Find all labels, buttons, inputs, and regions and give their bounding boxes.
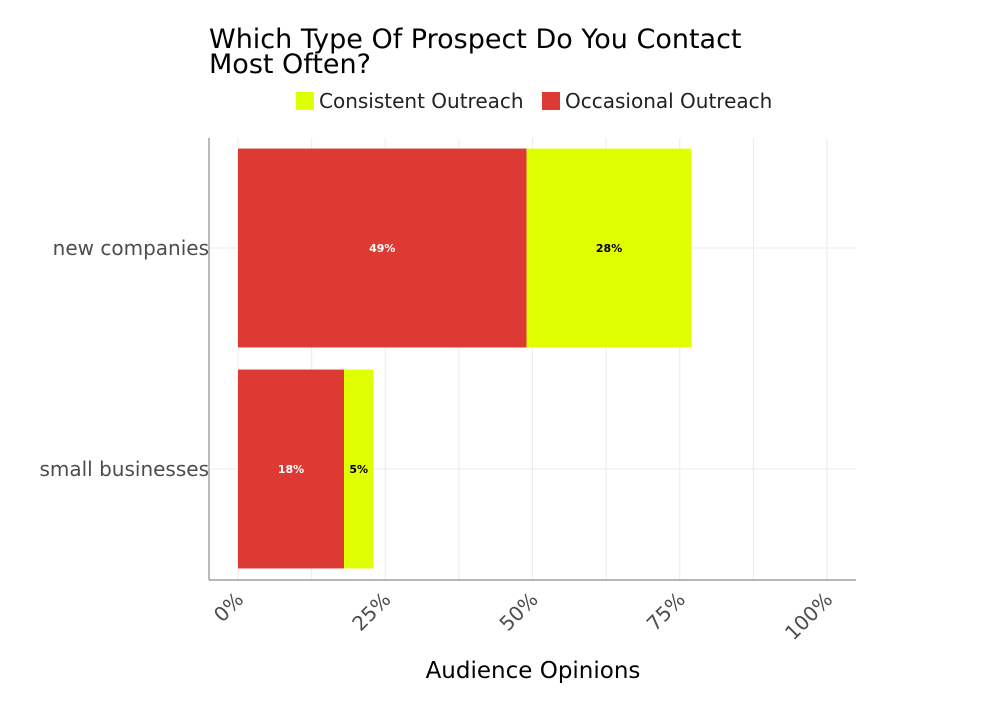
- bar-small-businesses-occasional-outreach: [238, 369, 345, 569]
- bar-label-small-businesses-0: 18%: [278, 463, 304, 476]
- x-tick-label-2: 50%: [494, 587, 542, 635]
- bar-label-small-businesses-1: 5%: [349, 463, 368, 476]
- bars: [238, 148, 692, 569]
- legend-swatch-consistent: [296, 92, 314, 110]
- category-label-1: small businesses: [39, 457, 209, 481]
- bar-new-companies-consistent-outreach: [526, 148, 692, 348]
- legend-swatch-occasional: [542, 92, 560, 110]
- bar-new-companies-occasional-outreach: [238, 148, 527, 348]
- x-tick-label-0: 0%: [209, 587, 248, 626]
- bar-label-new-companies-1: 28%: [596, 242, 622, 255]
- legend-label-occasional: Occasional Outreach: [565, 89, 772, 113]
- x-tick-label-1: 25%: [347, 587, 395, 635]
- bar-label-new-companies-0: 49%: [369, 242, 395, 255]
- legend: Consistent Outreach Occasional Outreach: [296, 89, 772, 113]
- x-axis-title: Audience Opinions: [426, 658, 641, 684]
- legend-label-consistent: Consistent Outreach: [319, 89, 524, 113]
- bar-labels: 49% 28% 18% 5%: [278, 242, 622, 476]
- x-tick-labels: 0% 25% 50% 75% 100%: [209, 587, 837, 644]
- x-tick-label-4: 100%: [780, 587, 837, 644]
- chart-title-line-1: Which Type Of Prospect Do You Contact: [209, 24, 742, 55]
- chart-title-line-2: Most Often?: [209, 49, 371, 80]
- x-tick-label-3: 75%: [642, 587, 690, 635]
- category-label-0: new companies: [53, 236, 209, 260]
- category-labels: new companies small businesses: [39, 236, 209, 481]
- bar-small-businesses-consistent-outreach: [344, 369, 374, 569]
